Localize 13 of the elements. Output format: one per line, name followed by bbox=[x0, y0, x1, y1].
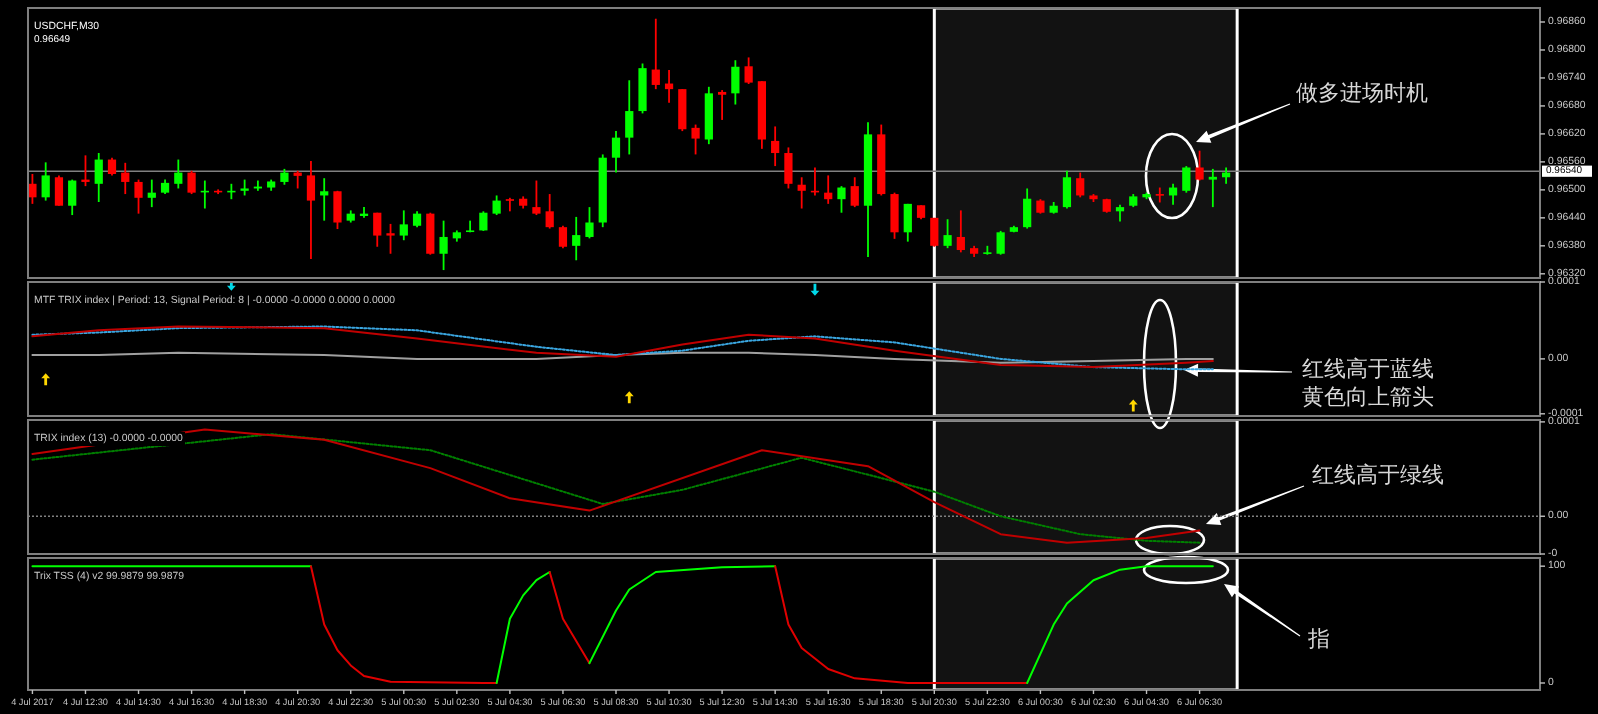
line-series bbox=[309, 565, 498, 684]
line-series bbox=[1026, 565, 1214, 684]
point bbox=[1128, 399, 1138, 412]
point bbox=[226, 282, 236, 291]
point bbox=[41, 373, 51, 386]
annotation: 指 bbox=[1306, 628, 1330, 652]
annotation: 做多进场时机 bbox=[1296, 80, 1428, 106]
annotation: 红线高于绿线 bbox=[1312, 462, 1444, 488]
line-series bbox=[774, 565, 1029, 684]
point bbox=[624, 391, 634, 404]
line-series bbox=[588, 565, 777, 665]
annotation: 红线高于蓝线黄色向上箭头 bbox=[1302, 356, 1434, 410]
line-series bbox=[495, 571, 551, 684]
